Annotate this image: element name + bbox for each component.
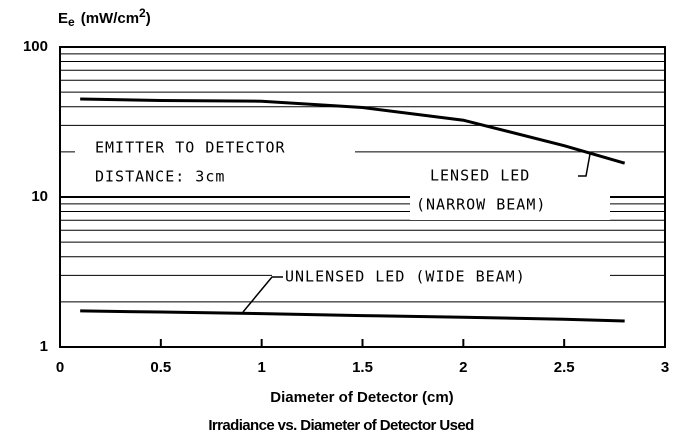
x-tick-label: 3: [661, 359, 669, 376]
legend-label: UNLENSED LED (WIDE BEAM): [285, 268, 526, 286]
series-line: [80, 309, 625, 323]
annotation-bg: [410, 160, 610, 220]
y-tick-label: 10: [31, 188, 48, 205]
leader-line: [578, 153, 591, 177]
y-tick-label: 100: [23, 38, 48, 55]
annotation-bg: [272, 262, 610, 292]
y-tick-label: 1: [40, 338, 48, 355]
legend-label: LENSED LED: [430, 167, 530, 185]
legend-label: (NARROW BEAM): [416, 196, 546, 214]
annotation-bg: [75, 133, 355, 191]
x-tick-label: 1: [257, 359, 265, 376]
leader-line: [242, 276, 283, 313]
x-tick-label: 1.5: [352, 359, 373, 376]
x-axis-label: Diameter of Detector (cm): [270, 389, 453, 406]
series-line: [80, 97, 626, 165]
x-tick-label: 0.5: [150, 359, 171, 376]
chart-title: Irradiance vs. Diameter of Detector Used: [208, 417, 474, 434]
annotation: DISTANCE: 3cm: [95, 168, 225, 186]
x-tick-label: 0: [56, 359, 64, 376]
annotation: EMITTER TO DETECTOR: [95, 139, 286, 157]
x-tick-label: 2.5: [554, 359, 575, 376]
y-axis-label: Ee (mW/cm2): [58, 6, 151, 29]
x-tick-label: 2: [459, 359, 467, 376]
